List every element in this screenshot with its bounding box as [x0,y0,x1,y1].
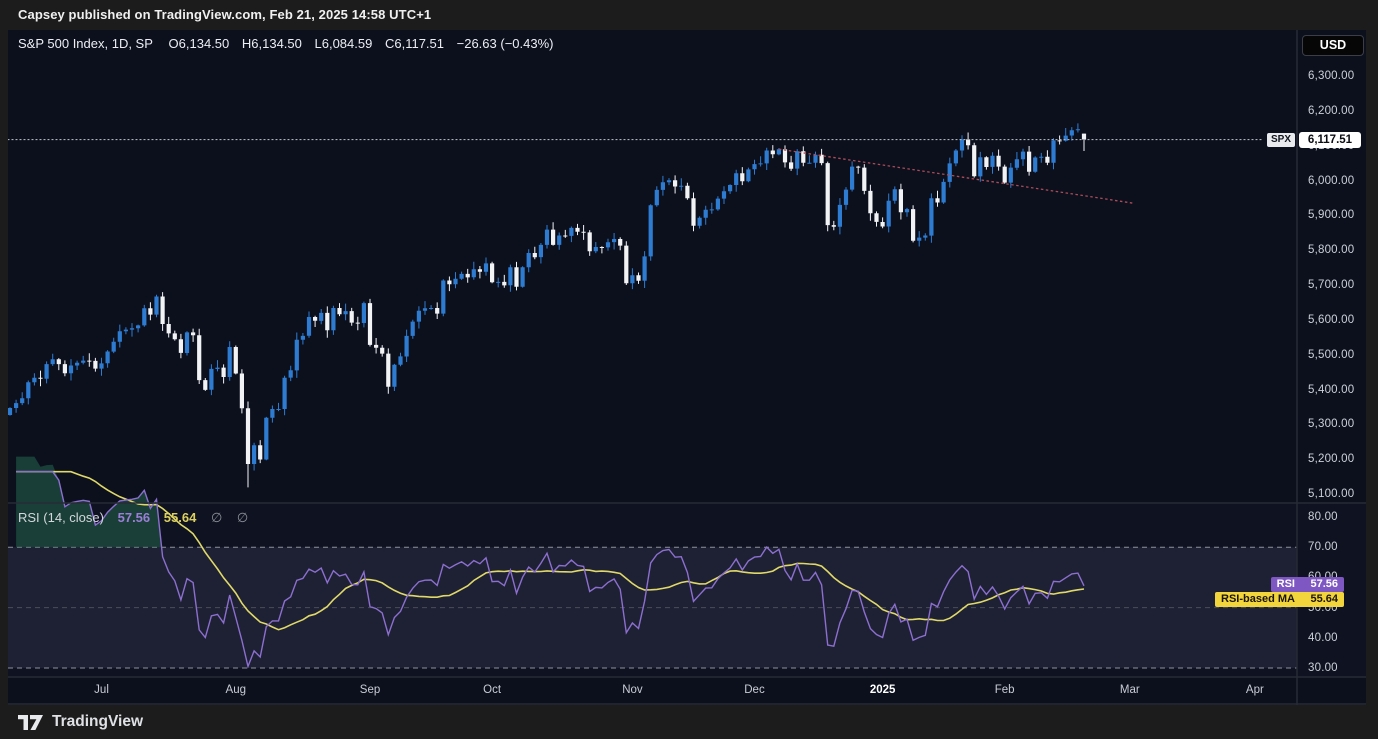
rsi-tick-label: 70.00 [1308,541,1338,553]
time-axis-label: Dec [744,684,764,696]
hide-rsi-icon[interactable]: ∅ [211,510,222,525]
ohlc-close: C6,117.51 [385,36,444,51]
price-tick-label: 6,200.00 [1308,105,1354,117]
ma-chip-label: RSI-based MA [1221,593,1295,605]
time-axis-label: Feb [995,684,1015,696]
rsi-tick-label: 30.00 [1308,662,1338,674]
down-candles [38,134,1086,464]
chart-widget: S&P 500 Index, 1D, SP O6,134.50 H6,134.5… [8,30,1366,705]
rsi-chip-value: 57.56 [1304,578,1338,590]
hide-ma-icon[interactable]: ∅ [237,510,248,525]
tradingview-logo-icon [18,714,46,732]
rsi-title: RSI (14, close) [18,510,104,525]
last-price-label: 6,117.51 [1299,132,1361,148]
time-axis-label: 2025 [870,684,896,696]
rsi-tick-label: 40.00 [1308,632,1338,644]
time-axis-label: Apr [1246,684,1264,696]
price-tick-label: 5,600.00 [1308,314,1354,326]
time-axis-label: Jul [94,684,109,696]
rsi-tick-label: 80.00 [1308,511,1338,523]
time-axis-label: Mar [1120,684,1140,696]
ohlc-low: L6,084.59 [315,36,373,51]
price-tick-label: 5,800.00 [1308,244,1354,256]
price-tick-label: 6,300.00 [1308,70,1354,82]
rsi-chip-label: RSI [1277,578,1295,590]
time-axis-label: Nov [622,684,642,696]
rsi-legend: RSI (14, close) 57.56 55.64 ∅ ∅ [18,510,248,526]
price-tick-label: 5,100.00 [1308,488,1354,500]
price-tick-label: 5,900.00 [1308,209,1354,221]
rsi-value: 57.56 [118,510,151,525]
rsi-ma-chip: RSI-based MA 55.64 [1215,592,1344,607]
price-tick-label: 5,500.00 [1308,349,1354,361]
price-tick-label: 5,700.00 [1308,279,1354,291]
rsi-ma-value: 55.64 [164,510,197,525]
time-axis-label: Oct [483,684,501,696]
price-tick-label: 5,300.00 [1308,418,1354,430]
brand-name: TradingView [52,713,143,731]
ohlc-open: O6,134.50 [169,36,230,51]
change-value: −26.63 (−0.43%) [457,36,554,51]
price-tick-label: 6,000.00 [1308,175,1354,187]
symbol-title: S&P 500 Index, 1D, SP [18,36,153,51]
rsi-price-chip: RSI 57.56 [1271,577,1344,592]
symbol-price-tag: SPX [1267,133,1295,147]
price-tick-label: 5,400.00 [1308,384,1354,396]
footer: TradingView [0,705,1378,739]
price-tick-label: 5,200.00 [1308,453,1354,465]
publish-text: Capsey published on TradingView.com, Feb… [18,7,431,22]
down-wicks [41,133,1085,488]
up-candles [8,129,1080,464]
time-axis-label: Sep [360,684,380,696]
publish-bar: Capsey published on TradingView.com, Feb… [0,0,1378,30]
currency-button[interactable]: USD [1302,35,1364,56]
up-wicks [10,123,1078,470]
ma-chip-value: 55.64 [1304,593,1338,605]
symbol-legend: S&P 500 Index, 1D, SP O6,134.50 H6,134.5… [18,36,562,51]
ohlc-high: H6,134.50 [242,36,302,51]
chart-plot-area[interactable] [8,30,1366,705]
time-axis-label: Aug [226,684,246,696]
